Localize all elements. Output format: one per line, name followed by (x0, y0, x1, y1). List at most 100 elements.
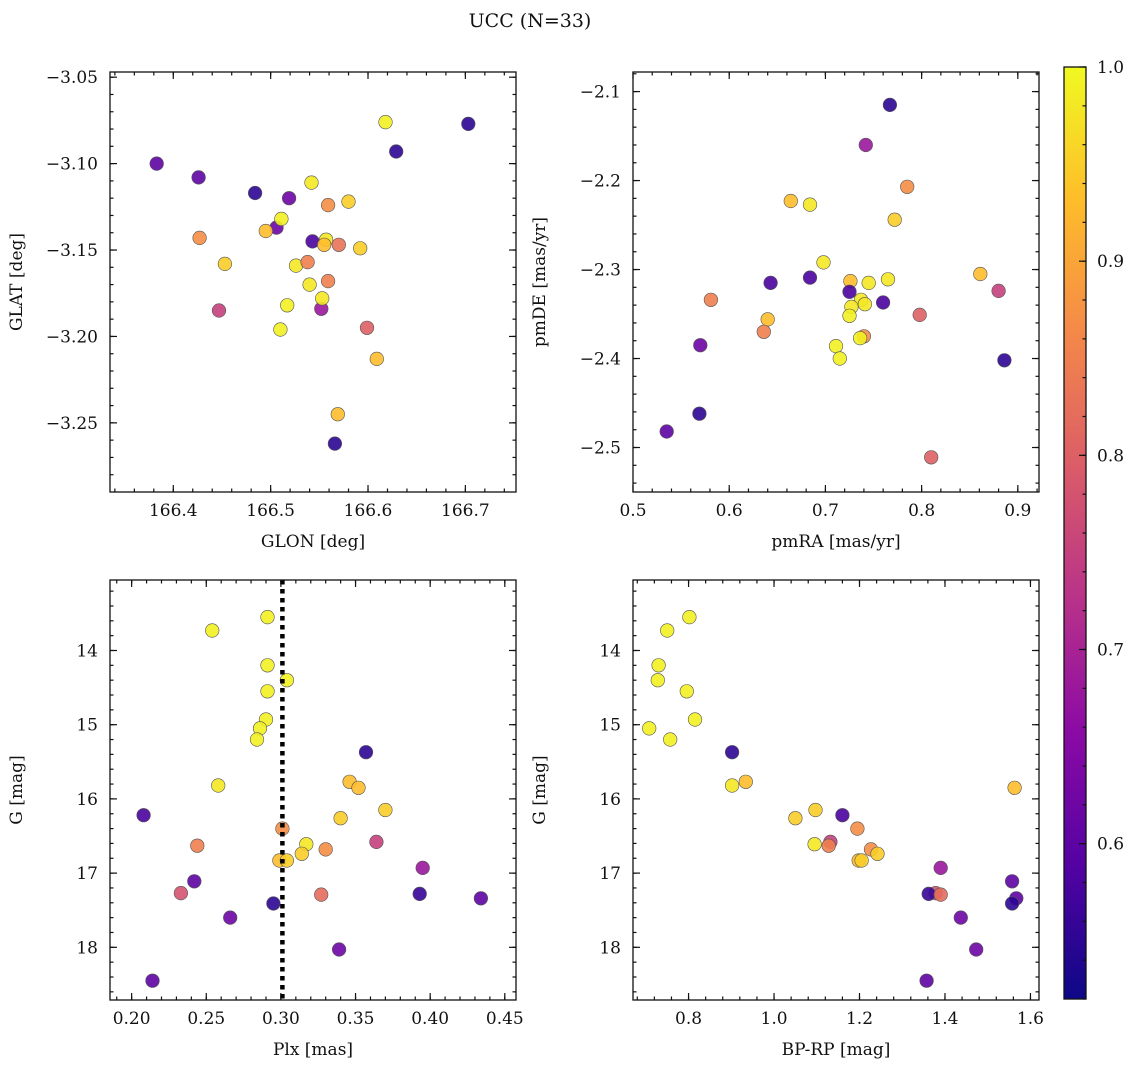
x-tick-label: 0.8 (675, 1009, 702, 1029)
x-tick-label: 0.7 (812, 501, 839, 521)
x-tick-label: 0.45 (486, 1009, 524, 1029)
x-axis-label: GLON [deg] (261, 532, 365, 552)
data-point (857, 297, 873, 312)
y-axis-label: G [mag] (7, 755, 27, 824)
x-tick-label: 0.30 (262, 1009, 300, 1029)
data-point (353, 241, 368, 256)
data-point (832, 351, 847, 366)
y-tick-label: 16 (599, 790, 621, 810)
data-point (330, 407, 345, 422)
scatter-panels: 166.4 166.5 166.6 166.7 −3.05 −3.10 −3.15 −3.20… (7, 68, 1044, 1060)
panel-glon-glat: 166.4 166.5 166.6 166.7 −3.05 −3.10 −3.15 −3.20… (7, 68, 517, 552)
y-tick-label: 14 (599, 641, 621, 661)
data-point (880, 272, 896, 287)
data-point (473, 891, 489, 906)
data-point (314, 887, 329, 902)
data-point (145, 973, 160, 988)
y-tick-label: 18 (76, 938, 98, 958)
data-point (321, 274, 336, 289)
data-point (461, 116, 476, 131)
data-point (687, 712, 703, 727)
data-point (358, 745, 374, 760)
data-point (821, 838, 836, 853)
colorbar-tick-label: 0.9 (1097, 252, 1124, 272)
data-point (258, 223, 273, 239)
data-point (900, 179, 915, 194)
x-tick-label: 0.6 (716, 501, 743, 521)
data-point (317, 237, 332, 252)
data-point (294, 846, 309, 861)
data-point (327, 436, 343, 451)
y-tick-label: −2.4 (580, 350, 621, 370)
data-point (211, 778, 226, 793)
x-tick-label: 0.35 (337, 1009, 375, 1029)
data-point (828, 339, 844, 354)
data-point (912, 307, 927, 323)
data-point (788, 811, 803, 826)
data-point (279, 853, 295, 868)
data-point (274, 211, 289, 226)
y-tick-label: −3.20 (46, 327, 98, 347)
data-point (389, 144, 404, 159)
data-point (1007, 780, 1022, 795)
data-point (852, 331, 868, 346)
data-point (973, 266, 988, 282)
colorbar-gradient (1064, 67, 1086, 999)
colorbar-tick-label: 0.8 (1097, 446, 1124, 466)
y-axis-label: pmDE [mas/yr] (530, 217, 550, 347)
x-tick-label: 1.4 (931, 1009, 958, 1029)
x-axis-label: Plx [mas] (273, 1040, 353, 1060)
data-point (763, 275, 778, 291)
data-point (300, 255, 315, 270)
y-tick-label: 18 (599, 938, 621, 958)
colorbar: 0.6 0.7 0.8 0.9 1.0 (1063, 58, 1124, 1000)
data-point (217, 256, 232, 272)
data-point (842, 284, 857, 299)
data-point (149, 156, 164, 171)
x-tick-label: 0.9 (1004, 501, 1031, 521)
data-point (187, 874, 202, 889)
data-point (1004, 874, 1020, 889)
y-tick-label: −2.1 (580, 83, 621, 103)
data-point (969, 942, 984, 957)
data-point (1004, 896, 1020, 911)
data-point (807, 837, 822, 852)
data-point (211, 303, 227, 318)
data-point (273, 322, 288, 337)
y-tick-label: −3.25 (46, 414, 98, 434)
data-point (223, 910, 238, 925)
data-point (842, 308, 857, 323)
data-point (369, 834, 384, 850)
y-tick-label: 14 (76, 641, 98, 661)
data-point (315, 291, 330, 306)
axes-frame (109, 579, 517, 1001)
y-tick-label: 17 (76, 864, 98, 884)
data-point (663, 732, 678, 747)
data-point (861, 275, 876, 291)
data-point (282, 191, 297, 206)
points (659, 97, 1012, 465)
data-point (333, 811, 348, 826)
data-point (192, 230, 207, 245)
colorbar-tick-label: 0.6 (1097, 835, 1124, 855)
x-tick-label: 0.5 (619, 501, 646, 521)
data-point (997, 353, 1012, 368)
y-axis-label: GLAT [deg] (7, 233, 27, 331)
data-point (415, 860, 430, 876)
x-tick-label: 0.20 (113, 1009, 151, 1029)
x-tick-label: 1.0 (761, 1009, 788, 1029)
data-point (304, 175, 319, 190)
data-point (359, 320, 375, 335)
data-point (321, 198, 336, 213)
axes-frame (109, 71, 517, 493)
axes-frame (632, 579, 1040, 1001)
data-point (756, 324, 771, 339)
y-tick-label: 17 (599, 864, 621, 884)
x-tick-label: 166.6 (344, 501, 393, 521)
axes-frame (632, 71, 1040, 493)
x-tick-label: 0.8 (908, 501, 935, 521)
figure-title: UCC (N=33) (469, 10, 592, 32)
y-tick-label: 16 (76, 790, 98, 810)
colorbar-tick-label: 1.0 (1097, 58, 1124, 78)
data-point (854, 853, 869, 868)
